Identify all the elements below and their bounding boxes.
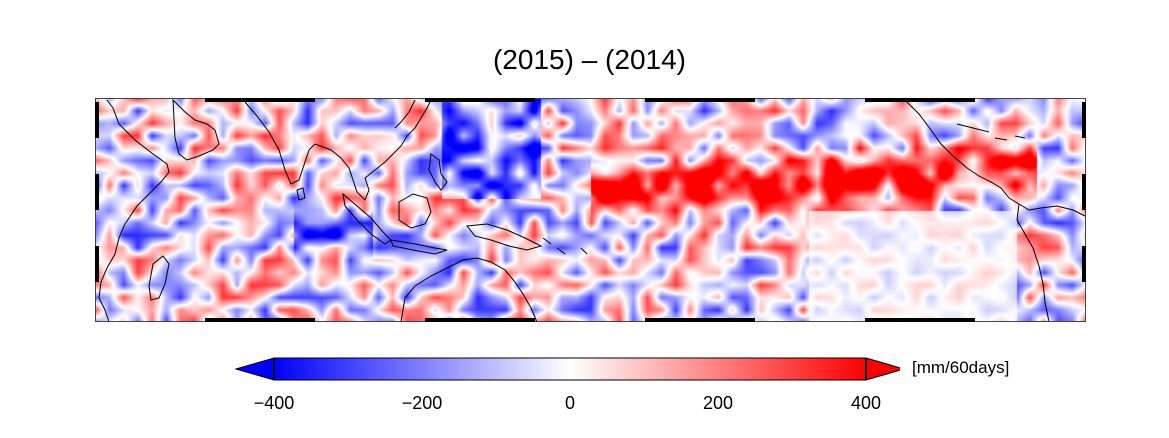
axis-bar	[425, 98, 535, 102]
coast-south-america	[1008, 197, 1086, 322]
axis-bar	[1082, 246, 1086, 282]
colorbar-tick-label: −200	[401, 393, 443, 413]
coast-philippines	[428, 153, 448, 191]
colorbar	[234, 357, 900, 381]
axis-bar	[425, 318, 535, 322]
axis-bar	[95, 174, 99, 210]
colorbar-gradient	[273, 357, 867, 381]
axis-bar	[865, 98, 975, 102]
axis-bar	[1082, 174, 1086, 210]
axis-bar	[205, 318, 315, 322]
coast-sumatra	[342, 192, 392, 245]
colorbar-tick-label: 200	[702, 393, 734, 413]
colorbar-high-arrow	[865, 357, 900, 381]
precipitation-anomaly-map	[95, 98, 1086, 322]
colorbar-ticks	[273, 358, 867, 380]
coast-sri-lanka	[296, 187, 306, 201]
coast-japan	[394, 99, 416, 129]
coast-caribbean	[956, 123, 1026, 141]
coast-australia	[400, 257, 538, 322]
map-title: (2015) – (2014)	[492, 44, 686, 75]
coastlines	[98, 98, 1086, 322]
colorbar-tick-label: 0	[564, 393, 576, 413]
coast-new-guinea	[466, 223, 543, 251]
coast-arabia	[172, 98, 220, 161]
coast-borneo	[398, 193, 432, 229]
coast-madagascar	[148, 255, 170, 301]
map-overlay	[95, 98, 1086, 322]
colorbar-low-arrow	[234, 357, 275, 381]
axis-bar	[645, 98, 755, 102]
coast-pacific-islands	[542, 237, 588, 255]
axis-bar	[205, 98, 315, 102]
colorbar-tick-label: −400	[253, 393, 295, 413]
map-frame-border	[95, 98, 1086, 322]
axis-bar	[865, 318, 975, 322]
colorbar-units: [mm/60days]	[912, 358, 1010, 377]
axis-bar	[1082, 102, 1086, 138]
coast-africa	[98, 99, 170, 322]
axis-bar	[645, 318, 755, 322]
axis-bar	[95, 246, 99, 282]
colorbar-tick-label: 400	[850, 393, 882, 413]
coast-india	[244, 101, 316, 185]
anomaly-field	[95, 98, 1086, 322]
axis-bar	[95, 102, 99, 138]
coast-central-america	[904, 99, 1010, 199]
coast-se-asia	[314, 99, 432, 201]
coast-java	[390, 239, 448, 255]
